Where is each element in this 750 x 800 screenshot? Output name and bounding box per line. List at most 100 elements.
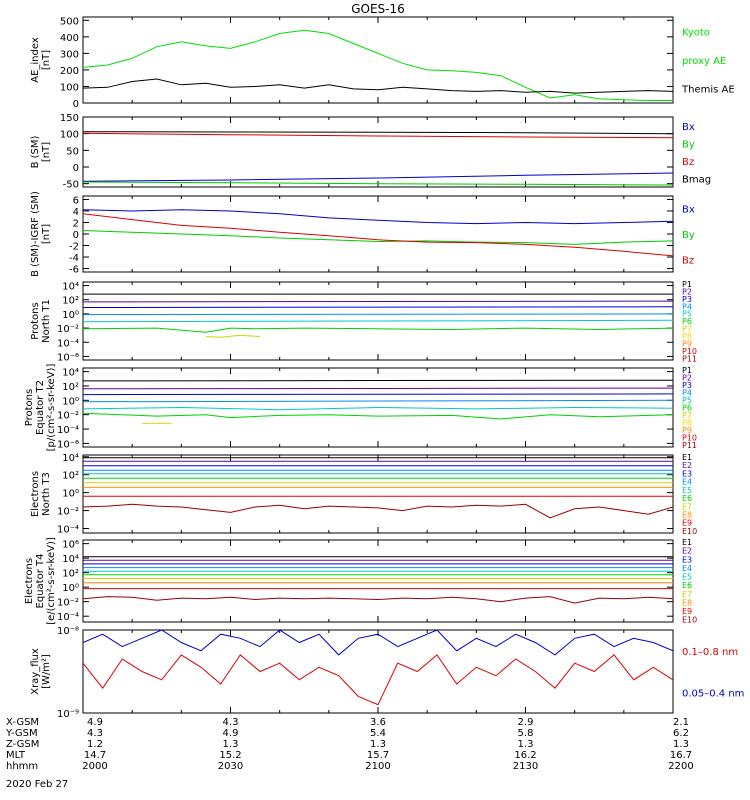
y-axis-label: North T3 (41, 472, 52, 516)
legend-entry: P3 (682, 295, 692, 304)
y-tick-label: 10⁴ (62, 554, 79, 565)
y-tick-label: 10² (62, 296, 79, 307)
legend-entry: E4 (682, 564, 692, 573)
y-axis-label: Electrons (24, 558, 35, 604)
series-line (83, 131, 673, 135)
y-axis-label: North T1 (41, 299, 52, 343)
y-tick-label: 2 (73, 218, 79, 229)
series-line (83, 300, 673, 303)
y-axis-label: B (SM)-IGRF (SM) (30, 191, 41, 277)
y-axis-label: B (SM) (30, 135, 41, 168)
legend-entry: P7 (682, 325, 692, 334)
series-line (83, 230, 673, 245)
series-line (83, 596, 673, 604)
legend-entry: E7 (682, 502, 692, 511)
y-axis-label: Protons (24, 389, 35, 426)
y-axis-label: [nT] (41, 224, 52, 244)
legend-entry: P9 (682, 339, 692, 348)
y-tick-label: 10⁻² (57, 324, 79, 335)
series-line (83, 306, 673, 308)
series-line (83, 29, 673, 101)
axis-row-value: 16.2 (514, 750, 536, 761)
legend-entry: E2 (682, 547, 692, 556)
axis-row-value: 1.3 (370, 739, 386, 750)
legend-entry: 0.05–0.4 nm (682, 688, 744, 699)
axis-row-label: MLT (6, 750, 26, 761)
series-line (83, 399, 673, 403)
legend-entry: Bz (682, 255, 694, 266)
y-tick-label: -4 (69, 253, 79, 264)
axis-row-value: 4.3 (87, 728, 103, 739)
series-line (83, 503, 673, 519)
axis-row-value: 5.4 (370, 728, 386, 739)
series-line (83, 209, 673, 225)
panel-xray: 10⁻⁹ 10⁻⁸ Xray_flux [W/m²] 0.1–0.8 nm 0.05–0.… (30, 626, 744, 720)
y-tick-label: 10⁴ (62, 368, 79, 379)
series-line (83, 327, 673, 333)
legend-entry: E7 (682, 590, 692, 599)
legend-entry: E8 (682, 598, 692, 607)
y-tick-label: 10⁻⁴ (57, 525, 79, 536)
axis-row-label: hhmm (6, 761, 38, 772)
legend-entry: Bx (682, 122, 695, 133)
y-axis-label: Equator T2 (35, 380, 46, 435)
y-tick-label: 0 (73, 230, 79, 241)
y-tick-label: 10⁻⁴ (57, 338, 79, 349)
orbit-axis-rows: X-GSM 4.9 4.3 3.6 2.9 2.1Y-GSM 4.3 4.9 5.4 5.8 6.2… (5, 717, 694, 772)
axis-row-value: 6.2 (673, 728, 689, 739)
legend-entry: P11 (682, 441, 697, 450)
series-line (83, 172, 673, 182)
y-tick-label: 4 (73, 207, 79, 218)
axis-row-value: 2130 (513, 761, 538, 772)
series-line (83, 387, 673, 390)
legend-entry: P3 (682, 381, 692, 390)
legend-entry: P8 (682, 419, 692, 428)
axis-row-value: 15.7 (367, 750, 389, 761)
legend-entry: P8 (682, 332, 692, 341)
legend-entry: P2 (682, 287, 692, 296)
axis-row-value: 4.9 (87, 717, 103, 728)
panel-ae: 0 100 200 300 400 500 AE_index [nT] Kyoto proxy A… (30, 16, 735, 110)
axis-row-label: Y-GSM (5, 728, 38, 739)
y-tick-label: 6 (73, 195, 79, 206)
y-axis-label: Protons (30, 302, 41, 339)
legend-entry: Bz (682, 157, 694, 168)
axis-row-label: X-GSM (6, 717, 39, 728)
axis-row-value: 15.2 (219, 750, 241, 761)
legend-entry: E4 (682, 478, 692, 487)
legend-entry: P4 (682, 389, 692, 398)
panel-et3: 10⁻⁴ 10⁻² 10⁰ 10² 10⁴ Electrons North T3 E1E2E3… (30, 453, 697, 536)
panel-frame (82, 629, 674, 714)
axis-row-value: 1.3 (223, 739, 239, 750)
legend-entry: P7 (682, 411, 692, 420)
y-tick-label: 10⁻⁶ (57, 352, 79, 363)
y-tick-label: 10⁻⁶ (57, 439, 79, 450)
axis-row-value: 5.8 (518, 728, 534, 739)
axis-row-value: 4.9 (223, 728, 239, 739)
axis-row-value: 4.3 (223, 717, 239, 728)
legend-entry: E3 (682, 555, 692, 564)
y-tick-label: 50 (66, 146, 79, 157)
series-line (83, 630, 673, 656)
y-tick-label: 10⁻² (57, 598, 79, 609)
series-line (83, 406, 673, 411)
y-axis-label: Electrons (30, 471, 41, 517)
series-line (83, 393, 673, 396)
legend-entry: By (682, 139, 695, 150)
y-tick-label: 100 (60, 82, 79, 93)
y-tick-label: 200 (60, 66, 79, 77)
y-tick-label: 10⁴ (62, 453, 79, 464)
legend-entry: E6 (682, 494, 692, 503)
legend-entry: E10 (682, 527, 697, 536)
panel-frame (82, 454, 674, 534)
y-tick-label: 10⁰ (62, 396, 79, 407)
y-axis-label: [nT] (41, 50, 52, 70)
panel-et4: 10⁻⁴ 10⁻² 10⁰ 10² 10⁴ 10⁶ Electrons Equator T4[… (24, 537, 697, 625)
y-tick-label: 100 (60, 130, 79, 141)
y-tick-label: 500 (60, 16, 79, 27)
y-axis-label: [nT] (41, 142, 52, 162)
y-tick-label: 10² (62, 569, 79, 580)
y-tick-label: 10⁰ (62, 489, 79, 500)
legend-entry: P1 (682, 366, 692, 375)
